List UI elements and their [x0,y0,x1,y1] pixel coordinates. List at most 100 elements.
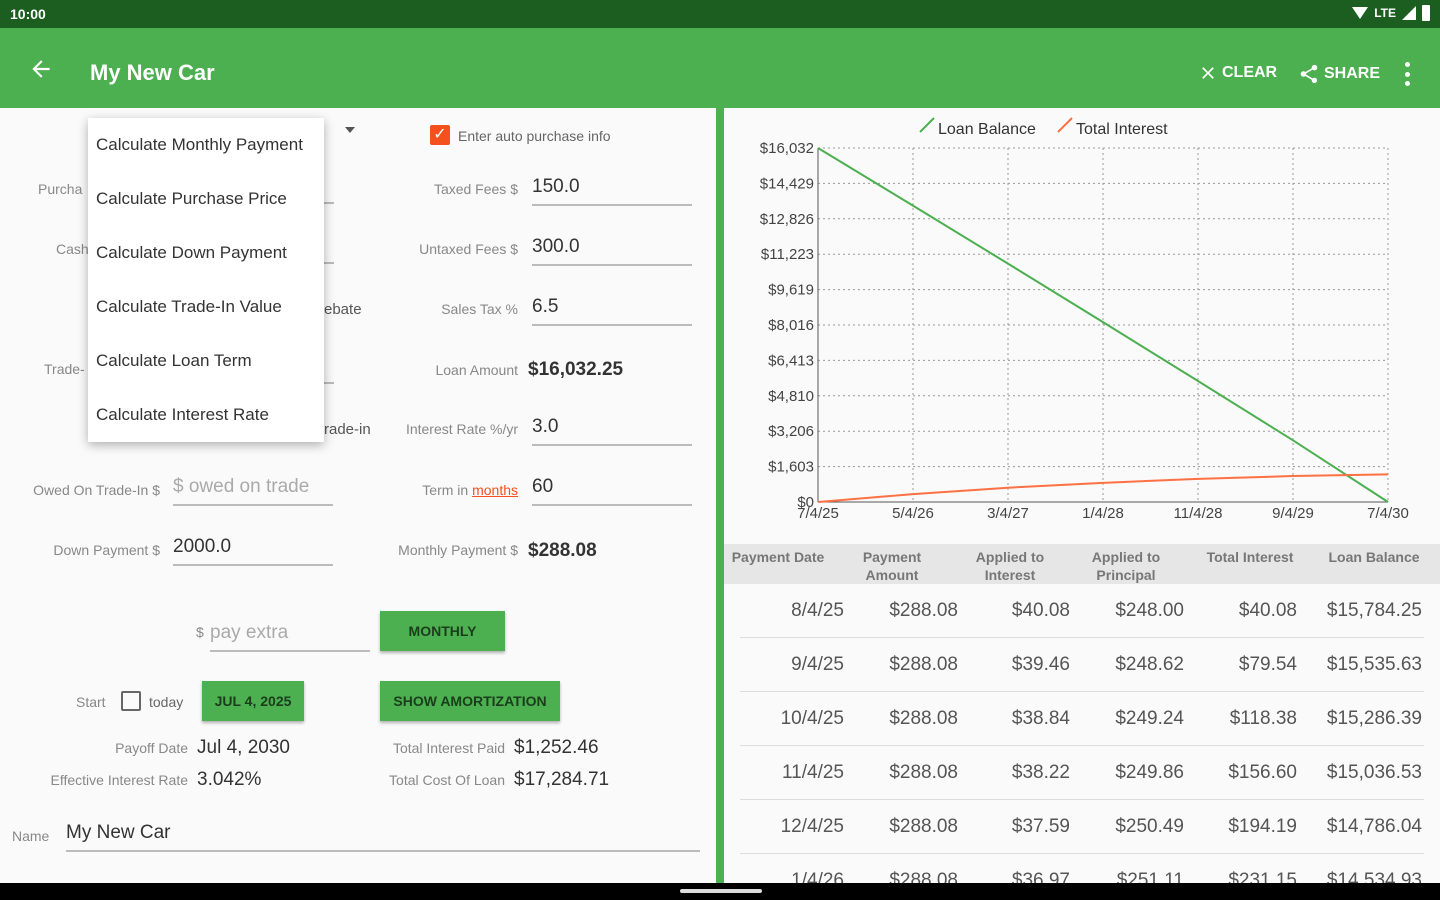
menu-item-loan-term[interactable]: Calculate Loan Term [96,351,252,370]
loan-balance-line [817,147,1389,503]
chart-y-tick-label: $0 [797,494,814,511]
loan-amount-label: Loan Amount [435,362,518,378]
menu-item-interest-rate[interactable]: Calculate Interest Rate [96,405,269,424]
down-payment-input[interactable]: 2000.0 [173,530,333,566]
taxed-fees-label: Taxed Fees $ [433,181,518,197]
field-underline [324,202,334,204]
table-cell: $38.22 [1011,762,1070,783]
pay-extra-currency: $ [196,624,204,640]
untaxed-fees-input[interactable]: 300.0 [532,230,692,266]
start-today-checkbox[interactable] [121,691,141,711]
legend-swatch [919,117,935,133]
term-input[interactable]: 60 [532,470,692,506]
panel-divider [716,108,724,883]
payoff-date-value: Jul 4, 2030 [197,737,290,758]
table-header-cell: Total Interest [1195,548,1305,566]
cash-label: Cash [56,241,89,257]
table-header-cell: Applied to Principal [1071,548,1181,584]
status-time: 10:00 [10,6,46,22]
show-amortization-button[interactable]: SHOW AMORTIZATION [380,681,560,721]
pay-extra-input[interactable]: pay extra [210,616,370,652]
table-row: 10/4/25 $288.08 $38.84 $249.24 $118.38 $15,28… [740,692,1424,746]
effective-rate-value: 3.042% [197,769,262,790]
home-handle[interactable] [680,889,762,893]
loan-amount-value: $16,032.25 [528,359,624,380]
table-cell: 8/4/25 [791,600,844,621]
mode-dropdown-arrow-icon[interactable] [345,127,355,133]
amortization-table[interactable]: 8/4/25 $288.08 $40.08 $248.00 $40.08 $15,784.… [724,584,1440,883]
back-button[interactable] [28,56,54,82]
down-payment-label: Down Payment $ [53,542,160,558]
clear-label: CLEAR [1222,64,1278,81]
term-units-link[interactable]: months [472,482,518,498]
total-interest-line [817,473,1389,503]
table-cell: $15,535.63 [1326,654,1422,675]
table-cell: $288.08 [889,762,958,783]
app-bar: My New Car CLEAR SHARE [0,28,1440,108]
more-options-button[interactable] [1402,62,1412,86]
menu-item-down-payment[interactable]: Calculate Down Payment [96,243,287,262]
start-date-button[interactable]: JUL 4, 2025 [202,681,304,721]
menu-item-trade-in-value[interactable]: Calculate Trade-In Value [96,297,282,316]
clear-button[interactable]: CLEAR [1198,63,1277,83]
menu-item-purchase-price[interactable]: Calculate Purchase Price [96,189,287,208]
total-interest-paid-value: $1,252.46 [514,737,599,758]
table-header-line: Loan Balance [1328,549,1420,565]
field-underline [324,262,334,264]
calculation-mode-menu: Calculate Monthly Payment Calculate Purc… [88,118,324,442]
table-header-cell: Loan Balance [1319,548,1429,566]
chart-y-tick-label: $4,810 [768,388,814,405]
untaxed-fees-label: Untaxed Fees $ [419,241,518,257]
navigation-bar [0,883,1440,900]
chart-x-tick-label: 7/4/30 [1367,505,1409,522]
purchase-price-label: Purcha [38,181,83,197]
table-cell: $36.97 [1011,870,1070,883]
table-cell: $251.11 [1116,870,1184,883]
chart-y-tick-label: $6,413 [768,352,814,369]
sales-tax-input[interactable]: 6.5 [532,290,692,326]
table-cell: $15,286.39 [1326,708,1422,729]
interest-rate-input[interactable]: 3.0 [532,410,692,446]
total-cost-value: $17,284.71 [514,769,610,790]
amortization-table-header: Payment Date Payment Amount Applied to Inter… [724,544,1440,584]
table-cell: 12/4/25 [780,816,844,837]
loan-name-input[interactable]: My New Car [66,816,700,852]
table-header-line: Interest [984,567,1036,583]
wifi-icon [1352,7,1369,19]
legend-label: Total Interest [1076,121,1168,138]
payoff-date-label: Payoff Date [115,740,188,756]
table-cell: $249.24 [1115,708,1184,729]
rebate-label: ebate [324,301,362,318]
chart-x-tick-label: 9/4/29 [1272,505,1314,522]
monthly-payment-label: Monthly Payment $ [398,542,518,558]
table-cell: $40.08 [1011,600,1070,621]
table-cell: $37.59 [1011,816,1070,837]
close-icon [1202,67,1214,79]
sales-tax-label: Sales Tax % [441,301,518,317]
chart-y-tick-label: $11,223 [761,246,814,263]
table-cell: $288.08 [889,708,958,729]
chart-x-tick-label: 3/4/27 [987,505,1029,522]
battery-icon [1422,5,1430,21]
chart-x-tick-label: 5/4/26 [892,505,934,522]
legend-swatch [1057,117,1073,133]
taxed-fees-input[interactable]: 150.0 [532,170,692,206]
more-dot-icon [1404,81,1410,86]
table-cell: 9/4/25 [791,654,844,675]
table-cell: $231.15 [1228,870,1297,883]
loan-name-label: Name [12,828,50,844]
share-button[interactable]: SHARE [1298,63,1380,85]
table-cell: 1/4/26 [791,870,844,883]
monthly-frequency-button[interactable]: MONTHLY [380,611,505,651]
table-cell: $14,786.04 [1326,816,1422,837]
table-header-line: Applied to [975,549,1045,565]
table-row: 12/4/25 $288.08 $37.59 $250.49 $194.19 $14,78… [740,800,1424,854]
arrow-left-icon [32,60,50,78]
interest-rate-label: Interest Rate %/yr [405,421,518,437]
owed-on-trade-input[interactable]: $ owed on trade [173,470,333,506]
auto-purchase-checkbox[interactable]: ✓ [430,125,450,145]
chart-y-tick-label: $16,032 [760,140,814,157]
table-cell: $288.08 [889,816,958,837]
menu-item-monthly-payment[interactable]: Calculate Monthly Payment [96,135,303,154]
table-header-cell: Applied to Interest [955,548,1065,584]
